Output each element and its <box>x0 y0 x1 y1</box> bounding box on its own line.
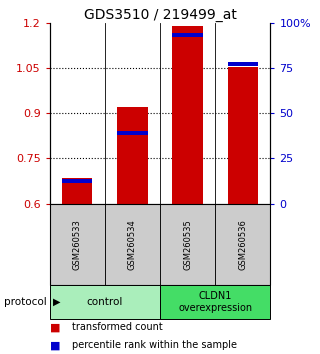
Bar <box>62 178 92 204</box>
Bar <box>62 179 92 183</box>
Bar <box>105 204 160 285</box>
Bar <box>228 62 258 65</box>
Bar <box>117 131 148 135</box>
Text: GSM260535: GSM260535 <box>183 219 192 270</box>
Text: GSM260533: GSM260533 <box>73 219 82 270</box>
Text: GSM260534: GSM260534 <box>128 219 137 270</box>
Bar <box>117 107 148 204</box>
Text: GSM260536: GSM260536 <box>238 219 247 270</box>
Bar <box>160 285 270 319</box>
Text: ■: ■ <box>50 340 60 350</box>
Bar <box>228 67 258 204</box>
Bar <box>50 204 105 285</box>
Text: percentile rank within the sample: percentile rank within the sample <box>72 340 237 350</box>
Text: ■: ■ <box>50 322 60 332</box>
Text: CLDN1
overexpression: CLDN1 overexpression <box>178 291 252 313</box>
Bar <box>160 204 215 285</box>
Bar <box>172 33 203 37</box>
Text: transformed count: transformed count <box>72 322 163 332</box>
Text: control: control <box>87 297 123 307</box>
Title: GDS3510 / 219499_at: GDS3510 / 219499_at <box>84 8 236 22</box>
Text: ▶: ▶ <box>53 297 60 307</box>
Bar <box>50 285 160 319</box>
Bar <box>172 26 203 204</box>
Bar <box>215 204 270 285</box>
Text: protocol: protocol <box>4 297 46 307</box>
